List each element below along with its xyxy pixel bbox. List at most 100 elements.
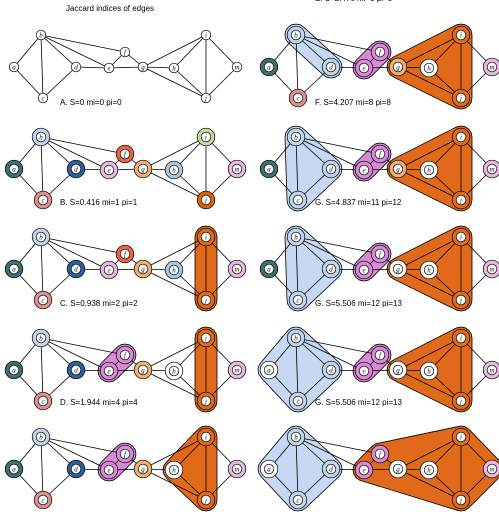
- panel-3: C. S=0.938 mi=2 pi=2 a b c d e f g h i j m: [4, 299, 247, 413]
- node-c: c: [288, 190, 308, 210]
- node-b: b: [286, 427, 306, 447]
- node-h: h: [419, 361, 439, 381]
- node-m: m: [482, 57, 499, 77]
- panel-6: F. S=4.207 mi=8 pi=8 a b c d e f g h i j m: [259, 98, 499, 212]
- node-c: c: [33, 190, 53, 210]
- svg-text:a: a: [12, 166, 16, 174]
- svg-text:b: b: [39, 32, 43, 40]
- edge-b-c: [40, 34, 44, 99]
- node-f: f: [115, 345, 135, 365]
- svg-text:e: e: [362, 267, 365, 275]
- node-h: h: [164, 260, 184, 280]
- node-f: f: [370, 345, 390, 365]
- node-c: c: [33, 290, 53, 310]
- svg-text:d: d: [329, 367, 333, 375]
- node-g: g: [388, 459, 408, 479]
- node-a: a: [4, 360, 24, 380]
- svg-text:h: h: [427, 267, 431, 275]
- svg-text:j: j: [459, 197, 462, 205]
- panel-4: D. S=1.944 mi=4 pi=4 a b c d e f g h i j m: [4, 398, 247, 512]
- svg-text:h: h: [427, 467, 431, 475]
- node-a: a: [259, 259, 279, 279]
- svg-text:j: j: [459, 297, 462, 305]
- svg-text:e: e: [362, 368, 365, 376]
- panel-caption: A. S=0 mi=0 pi=0: [60, 98, 122, 107]
- edge-b-e: [40, 34, 110, 69]
- svg-text:a: a: [12, 367, 16, 375]
- node-m: m: [231, 61, 243, 73]
- edge-b-e: [295, 337, 365, 372]
- svg-text:a: a: [12, 266, 16, 274]
- svg-text:c: c: [296, 297, 300, 305]
- node-c: c: [288, 290, 308, 310]
- edge-g-j: [397, 468, 462, 501]
- node-j: j: [196, 190, 216, 210]
- panel-caption: E. S=2.476 mi=5 pi=5: [315, 0, 393, 3]
- node-g: g: [133, 360, 153, 380]
- svg-text:a: a: [12, 64, 16, 72]
- svg-text:h: h: [427, 368, 431, 376]
- node-h: h: [419, 160, 439, 180]
- svg-text:d: d: [329, 266, 333, 274]
- node-g: g: [388, 57, 408, 77]
- svg-text:g: g: [141, 466, 145, 474]
- svg-text:e: e: [362, 167, 365, 175]
- node-m: m: [227, 259, 247, 279]
- node-a: a: [4, 159, 24, 179]
- svg-text:c: c: [41, 95, 45, 103]
- svg-text:j: j: [459, 95, 462, 103]
- edge-j-m: [205, 66, 238, 99]
- edge-b-f: [295, 436, 381, 455]
- svg-text:f: f: [379, 49, 382, 57]
- node-g: g: [133, 459, 153, 479]
- svg-text:i: i: [460, 335, 462, 343]
- node-e: e: [99, 361, 119, 381]
- svg-text:c: c: [296, 95, 300, 103]
- svg-text:m: m: [234, 166, 239, 174]
- edge-g-j: [397, 66, 462, 99]
- node-g: g: [388, 259, 408, 279]
- edge-g-j: [397, 369, 462, 402]
- node-i: i: [196, 127, 216, 147]
- svg-text:h: h: [172, 368, 176, 376]
- node-i: i: [196, 427, 216, 447]
- svg-text:c: c: [41, 497, 45, 505]
- node-i: i: [451, 127, 471, 147]
- edge-b-c: [295, 34, 299, 99]
- panel-7: G. S=4.837 mi=11 pi=12 a b c d e f g h i j m: [259, 198, 499, 312]
- edge-g-j: [142, 369, 207, 402]
- svg-text:g: g: [141, 367, 145, 375]
- node-j: j: [196, 490, 216, 510]
- edge-g-i: [397, 236, 462, 270]
- node-h: h: [164, 160, 184, 180]
- node-m: m: [482, 459, 499, 479]
- node-e: e: [354, 460, 374, 480]
- svg-text:f: f: [124, 451, 127, 459]
- node-f: f: [370, 444, 390, 464]
- node-d: d: [321, 57, 341, 77]
- edge-i-m: [205, 34, 238, 68]
- node-h: h: [168, 62, 180, 74]
- node-c: c: [33, 391, 53, 411]
- node-i: i: [451, 227, 471, 247]
- node-f: f: [370, 42, 390, 62]
- svg-text:c: c: [296, 497, 300, 505]
- edge-b-f: [40, 34, 126, 53]
- node-b: b: [286, 227, 306, 247]
- svg-text:i: i: [205, 234, 207, 242]
- svg-text:m: m: [489, 266, 494, 274]
- node-g: g: [133, 159, 153, 179]
- edge-g-j: [397, 268, 462, 301]
- node-a: a: [259, 459, 279, 479]
- svg-text:h: h: [172, 167, 176, 175]
- node-g: g: [133, 259, 153, 279]
- svg-text:h: h: [172, 467, 176, 475]
- panel-caption: D. S=1.944 mi=4 pi=4: [60, 398, 138, 407]
- edge-g-j: [397, 168, 462, 201]
- node-g: g: [137, 61, 149, 73]
- edge-b-c: [295, 236, 299, 301]
- node-b: b: [31, 427, 51, 447]
- node-j: j: [451, 490, 471, 510]
- node-d: d: [66, 159, 86, 179]
- node-a: a: [259, 57, 279, 77]
